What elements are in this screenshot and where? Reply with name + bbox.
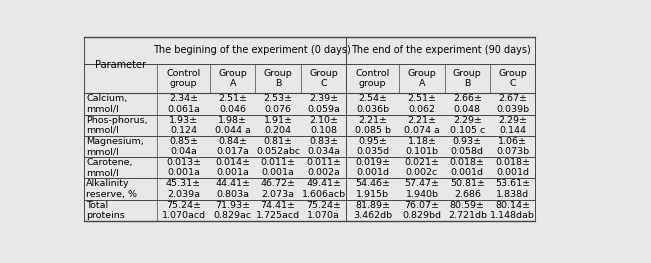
Text: 2.21±
0.085 b: 2.21± 0.085 b: [355, 115, 391, 135]
Text: 53.61±
1.838d: 53.61± 1.838d: [495, 179, 531, 199]
Text: Total
proteins: Total proteins: [87, 201, 125, 220]
Text: 0.93±
0.058d: 0.93± 0.058d: [451, 137, 484, 156]
Text: 2.67±
0.039b: 2.67± 0.039b: [496, 94, 529, 114]
Text: 0.018±
0.001d: 0.018± 0.001d: [450, 158, 485, 178]
Text: 57.47±
1.940b: 57.47± 1.940b: [404, 179, 439, 199]
Text: 80.14±
1.148dab: 80.14± 1.148dab: [490, 201, 535, 220]
Text: 44.41±
0.803a: 44.41± 0.803a: [215, 179, 250, 199]
Text: 1.93±
0.124: 1.93± 0.124: [169, 115, 198, 135]
Text: 0.011±
0.002a: 0.011± 0.002a: [306, 158, 341, 178]
Text: 2.39±
0.059a: 2.39± 0.059a: [307, 94, 340, 114]
Text: 49.41±
1.606acb: 49.41± 1.606acb: [301, 179, 346, 199]
Text: 0.85±
0.04a: 0.85± 0.04a: [169, 137, 198, 156]
Text: 54.46±
1.915b: 54.46± 1.915b: [355, 179, 390, 199]
Text: 50.81±
2.686: 50.81± 2.686: [450, 179, 485, 199]
Text: 2.51±
0.046: 2.51± 0.046: [218, 94, 247, 114]
Text: Control
group: Control group: [355, 69, 390, 88]
Text: 2.34±
0.061a: 2.34± 0.061a: [167, 94, 200, 114]
Text: 2.53±
0.076: 2.53± 0.076: [264, 94, 293, 114]
Text: 0.81±
0.052abc: 0.81± 0.052abc: [256, 137, 300, 156]
Text: 0.95±
0.035d: 0.95± 0.035d: [356, 137, 389, 156]
Text: 76.07±
0.829bd: 76.07± 0.829bd: [402, 201, 441, 220]
Text: Phos-phorus,
mmol/l: Phos-phorus, mmol/l: [87, 115, 148, 135]
Text: Group
A: Group A: [218, 69, 247, 88]
Text: 2.54±
0.036b: 2.54± 0.036b: [356, 94, 389, 114]
Text: 2.51±
0.062: 2.51± 0.062: [408, 94, 436, 114]
Text: 1.06±
0.073b: 1.06± 0.073b: [496, 137, 529, 156]
Text: 2.66±
0.048: 2.66± 0.048: [453, 94, 482, 114]
Text: Control
group: Control group: [167, 69, 201, 88]
Text: 0.019±
0.001d: 0.019± 0.001d: [355, 158, 390, 178]
Text: 2.29±
0.144: 2.29± 0.144: [498, 115, 527, 135]
Text: Group
A: Group A: [408, 69, 436, 88]
Text: 2.21±
0.074 a: 2.21± 0.074 a: [404, 115, 440, 135]
Text: 0.83±
0.034a: 0.83± 0.034a: [307, 137, 340, 156]
Text: 74.41±
1.725acd: 74.41± 1.725acd: [256, 201, 300, 220]
Text: 1.98±
0.044 a: 1.98± 0.044 a: [215, 115, 251, 135]
Text: 0.021±
0.002c: 0.021± 0.002c: [404, 158, 439, 178]
Text: Group
C: Group C: [309, 69, 338, 88]
Text: 0.84±
0.017a: 0.84± 0.017a: [216, 137, 249, 156]
Text: Alkalinity
reserve, %: Alkalinity reserve, %: [87, 179, 137, 199]
Text: 46.72±
2.073a: 46.72± 2.073a: [260, 179, 296, 199]
Text: 0.011±
0.001a: 0.011± 0.001a: [260, 158, 296, 178]
Text: Calcium,
mmol/l: Calcium, mmol/l: [87, 94, 128, 114]
Text: Parameter: Parameter: [95, 60, 146, 70]
Text: 71.93±
0.829ac: 71.93± 0.829ac: [214, 201, 252, 220]
Text: 75.24±
1.070a: 75.24± 1.070a: [306, 201, 341, 220]
Text: 1.91±
0.204: 1.91± 0.204: [264, 115, 293, 135]
Text: 0.014±
0.001a: 0.014± 0.001a: [215, 158, 250, 178]
Text: 75.24±
1.070acd: 75.24± 1.070acd: [161, 201, 206, 220]
Text: 2.29±
0.105 c: 2.29± 0.105 c: [450, 115, 485, 135]
Text: 0.013±
0.001a: 0.013± 0.001a: [166, 158, 201, 178]
Text: Magnesium,
mmol/l: Magnesium, mmol/l: [87, 137, 144, 156]
Text: 2.10±
0.108: 2.10± 0.108: [309, 115, 338, 135]
Text: Group
B: Group B: [453, 69, 482, 88]
Text: The begining of the experiment (0 days): The begining of the experiment (0 days): [153, 45, 350, 55]
Text: 0.018±
0.001d: 0.018± 0.001d: [495, 158, 531, 178]
Text: Group
C: Group C: [499, 69, 527, 88]
Text: 1.18±
0.101b: 1.18± 0.101b: [406, 137, 438, 156]
Text: 80.59±
2.721db: 80.59± 2.721db: [448, 201, 487, 220]
Text: The end of the experiment (90 days): The end of the experiment (90 days): [351, 45, 531, 55]
Text: Group
B: Group B: [264, 69, 292, 88]
Text: 45.31±
2.039a: 45.31± 2.039a: [166, 179, 201, 199]
Text: Carotene,
mmol/l: Carotene, mmol/l: [87, 158, 133, 178]
Text: 81.89±
3.462db: 81.89± 3.462db: [353, 201, 393, 220]
